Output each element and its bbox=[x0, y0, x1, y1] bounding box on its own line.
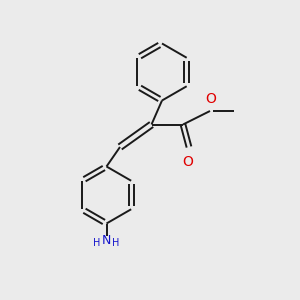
Text: O: O bbox=[205, 92, 216, 106]
Text: H: H bbox=[93, 238, 100, 248]
Text: H: H bbox=[112, 238, 120, 248]
Text: N: N bbox=[102, 233, 111, 247]
Text: O: O bbox=[182, 154, 193, 169]
